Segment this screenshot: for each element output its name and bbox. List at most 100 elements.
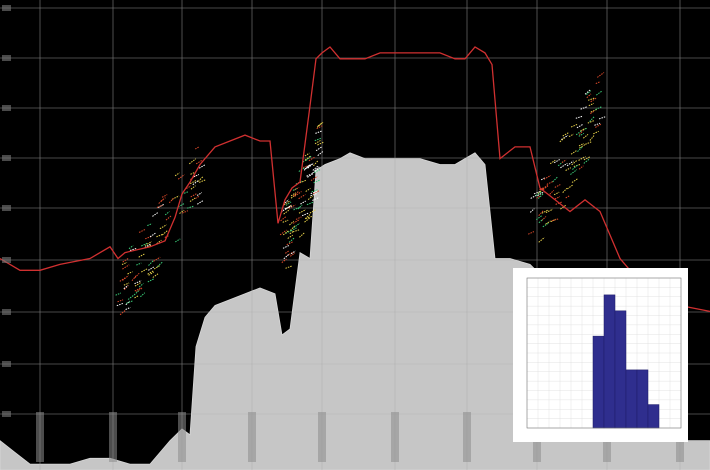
y-tick-label-box bbox=[2, 5, 11, 11]
trace-segment bbox=[313, 179, 321, 184]
trace-segment bbox=[312, 165, 319, 171]
trace-segment bbox=[199, 179, 206, 183]
trace-segment bbox=[582, 134, 589, 139]
trace-segment bbox=[299, 232, 306, 238]
trace-segment bbox=[128, 245, 134, 250]
trace-segment bbox=[579, 143, 586, 149]
trace-segment bbox=[153, 256, 161, 262]
trace-segment bbox=[284, 199, 290, 204]
trace-segment bbox=[194, 146, 200, 150]
trace-segment bbox=[148, 271, 154, 276]
trace-segment bbox=[293, 206, 301, 211]
trace-segment bbox=[306, 173, 313, 177]
trace-segment bbox=[538, 218, 544, 224]
trace-segment bbox=[144, 241, 152, 246]
trace-segment bbox=[304, 217, 311, 223]
trace-segment bbox=[537, 191, 545, 197]
histogram-bar bbox=[625, 369, 638, 429]
trace-segment bbox=[294, 191, 302, 197]
trace-segment bbox=[117, 299, 124, 303]
trace-segment bbox=[312, 197, 319, 201]
trace-segment bbox=[131, 275, 137, 282]
trace-segment bbox=[552, 176, 559, 183]
trace-segment bbox=[589, 135, 595, 141]
trace-segment bbox=[285, 201, 292, 206]
y-tick-label-box bbox=[2, 309, 11, 315]
trace-segment bbox=[535, 191, 543, 197]
trace-segment bbox=[529, 208, 535, 213]
trace-segment bbox=[554, 184, 561, 188]
trace-segment bbox=[138, 228, 146, 233]
trace-segment bbox=[160, 197, 166, 202]
histogram-bar bbox=[614, 310, 627, 429]
trace-segment bbox=[304, 152, 310, 157]
upper-line-series bbox=[0, 46, 710, 313]
trace-segment bbox=[310, 193, 317, 197]
inset-frame bbox=[526, 277, 682, 429]
trace-segment bbox=[568, 133, 574, 138]
trace-segment bbox=[123, 285, 129, 290]
trace-segment bbox=[136, 262, 142, 266]
trace-segment bbox=[279, 229, 287, 236]
x-tick-label-box bbox=[463, 412, 471, 462]
x-tick-label-box bbox=[248, 412, 256, 462]
trace-segment bbox=[282, 230, 290, 236]
trace-segment bbox=[134, 280, 142, 285]
trace-segment bbox=[195, 160, 202, 165]
trace-segment bbox=[527, 231, 535, 235]
trace-segment bbox=[305, 187, 311, 192]
trace-segment bbox=[288, 204, 296, 210]
y-tick-label-box bbox=[2, 55, 11, 61]
trace-segment bbox=[174, 172, 180, 177]
trace-segment bbox=[562, 131, 570, 137]
trace-segment bbox=[121, 261, 128, 265]
trace-segment bbox=[578, 165, 584, 170]
trace-segment bbox=[193, 174, 200, 178]
trace-segment bbox=[195, 195, 200, 199]
trace-segment bbox=[161, 194, 168, 198]
trace-segment bbox=[290, 227, 297, 232]
trace-segment bbox=[161, 230, 168, 236]
trace-segment bbox=[125, 300, 131, 306]
trace-segment bbox=[541, 209, 549, 214]
trace-segment bbox=[153, 265, 160, 270]
trace-segment bbox=[572, 164, 579, 170]
trace-segment bbox=[282, 244, 291, 249]
inset-bars bbox=[592, 294, 660, 429]
x-tick-label-box bbox=[178, 412, 186, 462]
trace-segment bbox=[549, 189, 555, 195]
trace-segment bbox=[285, 250, 290, 254]
inset-histogram bbox=[526, 277, 682, 429]
trace-segment bbox=[127, 271, 133, 275]
trace-segment bbox=[152, 211, 159, 217]
trace-segment bbox=[123, 282, 130, 286]
trace-segment bbox=[147, 223, 153, 227]
trace-segment bbox=[292, 190, 300, 197]
trace-segment bbox=[292, 229, 300, 233]
trace-segment bbox=[286, 241, 294, 246]
trace-segment bbox=[306, 201, 314, 206]
trace-segment bbox=[141, 242, 148, 247]
trace-segment bbox=[586, 90, 592, 95]
y-tick-label-box bbox=[2, 155, 11, 161]
trace-segment bbox=[196, 192, 203, 196]
trace-segment bbox=[186, 205, 195, 209]
histogram-bar bbox=[647, 404, 660, 429]
trace-segment bbox=[543, 174, 552, 180]
x-tick-label-box bbox=[36, 412, 44, 462]
trace-segment bbox=[290, 250, 296, 255]
trace-segment bbox=[582, 127, 588, 131]
trace-segment bbox=[156, 234, 163, 238]
trace-segment bbox=[141, 268, 148, 273]
trace-segment bbox=[283, 209, 291, 215]
trace-segment bbox=[313, 168, 321, 173]
trace-segment bbox=[580, 127, 586, 132]
trace-segment bbox=[586, 93, 592, 99]
trace-segment bbox=[304, 155, 312, 161]
trace-segment bbox=[536, 195, 541, 199]
trace-segment bbox=[283, 253, 290, 260]
trace-segment bbox=[287, 234, 293, 239]
trace-segment bbox=[127, 294, 135, 300]
trace-segment bbox=[188, 158, 197, 165]
trace-segment bbox=[549, 159, 556, 165]
